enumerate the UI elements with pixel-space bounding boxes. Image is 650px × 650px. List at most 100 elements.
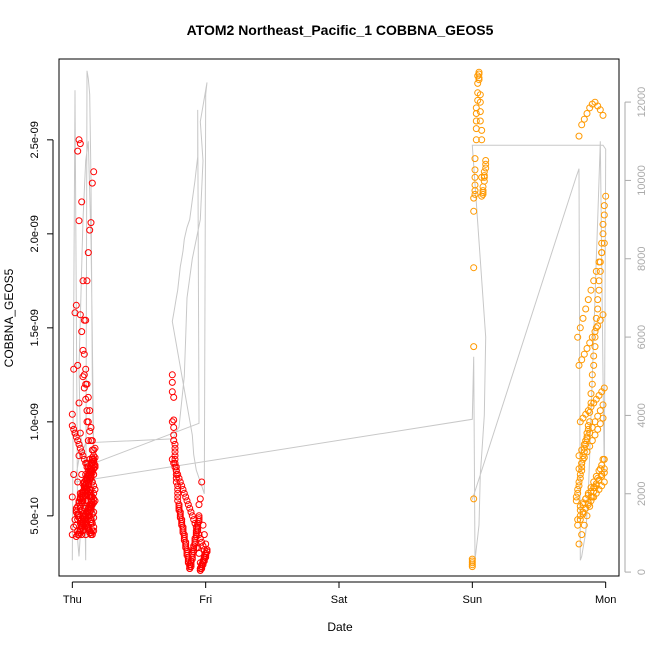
data-point [171,448,179,456]
data-point [70,425,78,433]
data-point [183,497,191,505]
data-point [83,463,91,471]
data-point [84,418,92,426]
data-point [70,471,78,478]
data-point [78,471,86,478]
data-point [87,474,95,482]
data-point [580,521,588,529]
data-point [80,491,88,499]
data-point [80,384,88,392]
x-tick-label: Mon [595,594,616,606]
data-point [72,433,80,441]
data-point [591,328,599,336]
data-point [170,416,178,424]
data-point [590,487,598,495]
data-point [587,399,595,407]
data-point [175,474,183,482]
data-point [90,168,98,176]
data-point [75,531,83,539]
data-point [575,540,583,548]
data-point [576,516,584,524]
data-point [68,410,76,418]
data-point [575,465,583,473]
data-point [80,455,88,463]
data-point [90,482,98,490]
data-point [594,296,602,304]
data-point [75,136,83,144]
data-point [586,502,594,510]
data-point [482,157,490,164]
data-point [200,531,208,539]
data-point [74,437,82,445]
data-point [80,350,88,358]
data-point [574,486,582,493]
data-point [579,314,587,322]
data-point [79,277,87,285]
data-point [172,467,180,475]
data-point [86,226,94,234]
data-point [599,111,607,119]
data-point [75,399,83,407]
data-point [174,471,182,478]
data-point [178,482,186,490]
data-point [476,98,484,106]
data-point [596,407,604,415]
data-point [87,531,95,539]
data-point [78,328,86,336]
data-point [579,510,587,518]
data-point [198,538,206,546]
data-point [470,194,478,202]
data-point [590,277,598,285]
data-point [600,455,608,463]
data-point [84,437,92,445]
data-point [583,435,591,443]
data-point [170,424,178,431]
data-point [192,523,200,531]
data-point [68,531,76,539]
data-point [578,531,586,539]
data-point [600,469,608,477]
data-point [598,249,606,257]
x-tick-label: Sun [463,594,483,606]
data-point [83,508,91,516]
data-point [82,395,90,403]
data-point [191,519,199,527]
data-point [84,504,92,512]
data-point [475,76,483,84]
data-point [578,356,586,364]
data-point [578,121,586,129]
data-point [74,527,82,535]
data-point [591,343,599,351]
data-point [599,311,607,319]
data-point [196,534,204,542]
data-point [472,117,480,125]
data-point [575,132,583,140]
data-point [202,553,210,561]
data-point [574,521,582,529]
data-point [578,446,586,454]
data-point [598,239,606,247]
data-point [588,371,596,379]
data-point [587,286,595,294]
data-point [478,126,486,134]
data-point [88,478,96,486]
data-point [583,345,591,352]
data-point [182,493,190,501]
data-point [472,104,480,112]
data-point [572,493,580,501]
data-point [83,277,91,285]
data-point [476,117,484,125]
data-point [588,333,596,341]
series-layer [68,68,610,574]
data-point [91,454,99,462]
data-point [76,429,84,437]
data-point [478,136,486,144]
y-tick-label: 2.5e-09 [29,121,41,158]
data-point [471,155,479,163]
data-point [575,478,583,486]
data-point [470,207,478,215]
data-point [76,502,84,510]
data-point [194,527,202,535]
data-point [76,140,84,148]
